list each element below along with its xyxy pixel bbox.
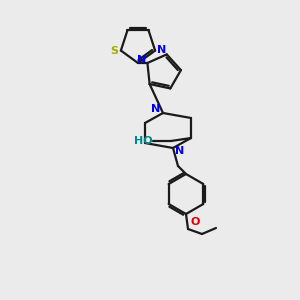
Text: HO: HO	[134, 136, 152, 146]
Text: S: S	[110, 46, 118, 56]
Text: N: N	[158, 45, 167, 55]
Text: N: N	[137, 55, 146, 65]
Text: N: N	[176, 146, 184, 156]
Text: N: N	[152, 104, 160, 114]
Text: O: O	[190, 217, 200, 227]
